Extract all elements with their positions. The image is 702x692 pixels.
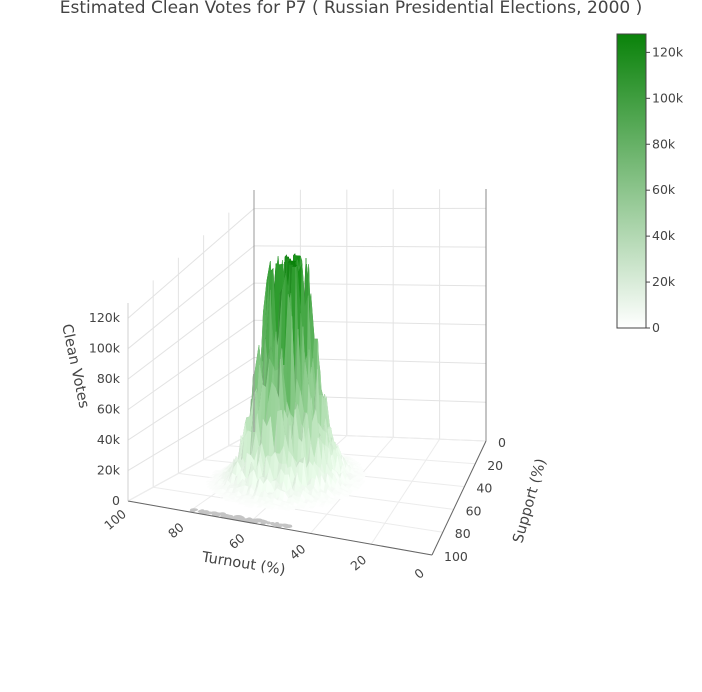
surface-mesh	[205, 252, 368, 512]
z-axis-title: Clean Votes	[58, 323, 91, 410]
z-tick-label: 60k	[97, 402, 121, 417]
x-tick-label: 80	[165, 519, 187, 541]
shadow-mark	[246, 517, 252, 521]
y-tick-label: 0	[498, 435, 506, 450]
z-gridline	[127, 394, 255, 471]
colorbar-tick-label: 80k	[652, 136, 676, 151]
surface-patch	[308, 506, 315, 509]
z-axis: 0 20k 40k 60k 80k 100k 120k Clean Votes	[58, 310, 121, 508]
shadow-mark	[233, 515, 243, 519]
shadow-mark	[270, 521, 275, 525]
colorbar-gradient	[616, 33, 647, 329]
y-tick-label: 60	[466, 503, 482, 518]
y-tick-label: 100	[444, 549, 468, 564]
floor-gridline	[127, 431, 255, 502]
colorbar: 0 20k 40k 60k 80k 100k 120k	[616, 33, 684, 335]
y-tick-label: 80	[455, 526, 471, 541]
surface-patch	[294, 506, 301, 510]
x-axis: 100 80 60 40 20 0 Turnout (%)	[101, 506, 427, 582]
y-axis-line	[431, 440, 487, 556]
surface-patch	[290, 507, 296, 511]
z-gridline	[127, 245, 255, 350]
floor-gridline	[370, 438, 441, 545]
colorbar-tick-label: 120k	[652, 44, 684, 59]
surface-patch	[318, 504, 325, 508]
z-tick-label: 20k	[97, 463, 121, 478]
z-gridline	[127, 357, 255, 441]
x-tick-label: 0	[411, 565, 427, 582]
colorbar-tick-label: 40k	[652, 228, 676, 243]
x-tick-label: 20	[347, 552, 369, 574]
shadow-mark	[274, 521, 280, 525]
x-tick-label: 100	[101, 506, 129, 533]
surface-patch	[284, 508, 291, 512]
z-tick-label: 80k	[97, 371, 121, 386]
z-tick-label: 0	[112, 493, 120, 508]
x-axis-title: Turnout (%)	[200, 549, 287, 578]
colorbar-tick-label: 100k	[652, 90, 684, 105]
x-tick-label: 40	[287, 541, 309, 563]
y-tick-label: 40	[476, 481, 492, 496]
z-gridline	[253, 245, 487, 248]
colorbar-tick-label: 20k	[652, 274, 676, 289]
z-tick-label: 40k	[97, 432, 121, 447]
x-tick-label: 60	[226, 530, 248, 552]
x-axis-line	[127, 500, 433, 556]
shadow-mark	[197, 510, 205, 514]
z-gridline	[127, 208, 255, 319]
colorbar-tick-label: 0	[652, 320, 660, 335]
z-tick-label: 100k	[89, 341, 121, 356]
surface-patch	[247, 505, 255, 508]
surface-patch	[329, 501, 336, 505]
surface-shadow	[190, 508, 293, 529]
shadow-mark	[221, 514, 227, 518]
chart-title: Estimated Clean Votes for P7 ( Russian P…	[60, 0, 643, 18]
z-gridline	[127, 282, 255, 380]
y-axis: 0 20 40 60 80 100 Support (%)	[444, 435, 550, 564]
y-axis-title: Support (%)	[510, 457, 549, 545]
axis-lines	[127, 189, 487, 556]
shadow-mark	[190, 509, 196, 513]
z-gridline	[127, 319, 255, 411]
y-tick-label: 20	[487, 458, 503, 473]
surface-patch	[268, 506, 275, 510]
z-tick-label: 120k	[89, 310, 121, 325]
colorbar-tick-label: 60k	[652, 182, 676, 197]
surface-patch	[303, 506, 310, 510]
floor-gridline	[153, 486, 443, 533]
